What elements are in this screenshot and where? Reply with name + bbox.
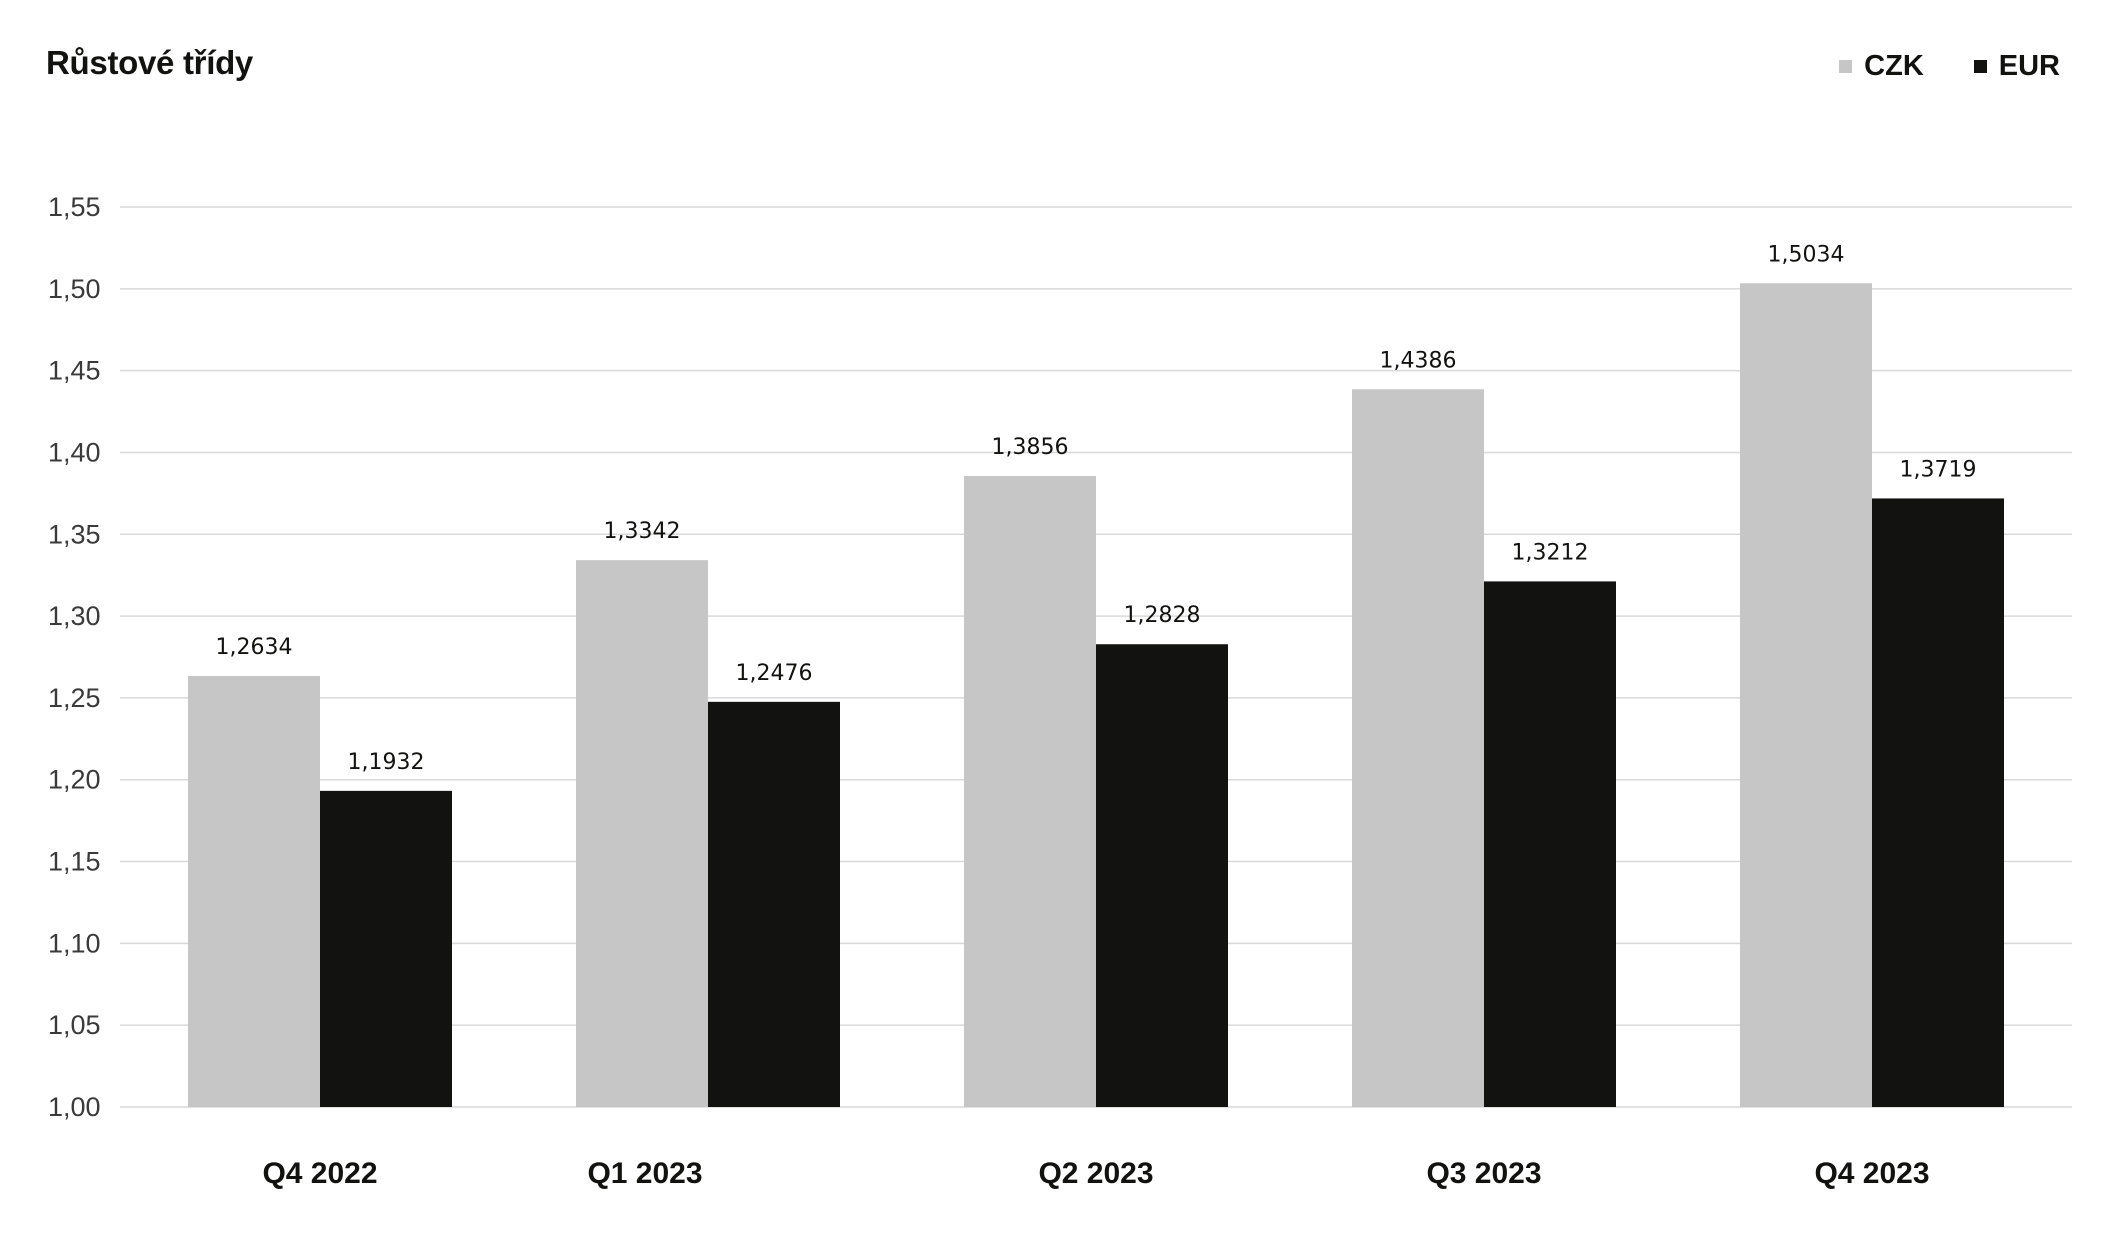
bar-czk	[576, 560, 708, 1107]
bar-eur	[1096, 644, 1228, 1107]
x-tick-label: Q3 2023	[1426, 1157, 1541, 1190]
data-labels: 1,2634 1,1932 1,3342 1,2476 1,3856 1,2828 1,43…	[216, 242, 1977, 775]
y-tick-label: 1,10	[48, 928, 101, 958]
y-axis-ticks: 1,00 1,05 1,10 1,15 1,20 1,25 1,30 1,35 1,40 1,45…	[48, 192, 101, 1122]
y-tick-label: 1,20	[48, 765, 101, 795]
data-label-eur: 1,2828	[1124, 603, 1201, 628]
data-label-czk: 1,5034	[1768, 242, 1845, 267]
data-label-czk: 1,2634	[216, 635, 293, 660]
chart-legend: CZK EUR	[1789, 50, 2060, 83]
legend-swatch-czk	[1839, 60, 1853, 73]
bar-eur	[1872, 498, 2004, 1107]
legend-label-czk: CZK	[1864, 50, 1924, 82]
x-tick-label: Q1 2023	[587, 1157, 702, 1190]
data-label-eur: 1,3212	[1512, 540, 1589, 565]
data-label-czk: 1,4386	[1380, 348, 1457, 373]
data-label-eur: 1,3719	[1900, 457, 1977, 482]
legend-item-czk: CZK	[1839, 50, 1924, 83]
bar-czk	[188, 675, 320, 1107]
y-tick-label: 1,00	[48, 1092, 101, 1122]
data-label-czk: 1,3342	[604, 519, 681, 544]
y-tick-label: 1,50	[48, 274, 101, 304]
y-tick-label: 1,35	[48, 519, 101, 549]
y-tick-label: 1,25	[48, 683, 101, 713]
x-axis-ticks: Q4 2022 Q1 2023 Q2 2023 Q3 2023 Q4 2023	[262, 1157, 1929, 1190]
data-label-eur: 1,1932	[348, 750, 425, 775]
legend-label-eur: EUR	[1998, 50, 2060, 82]
y-tick-label: 1,45	[48, 356, 101, 386]
x-tick-label: Q4 2023	[1814, 1157, 1929, 1190]
y-tick-label: 1,30	[48, 601, 101, 631]
x-tick-label: Q2 2023	[1038, 1157, 1153, 1190]
chart-title: Růstové třídy	[46, 44, 253, 81]
bars	[188, 283, 2004, 1108]
bar-czk	[964, 476, 1096, 1107]
bar-eur	[708, 701, 840, 1107]
y-tick-label: 1,15	[48, 847, 101, 877]
y-tick-label: 1,55	[48, 192, 101, 222]
legend-swatch-eur	[1973, 60, 1987, 73]
legend-item-eur: EUR	[1973, 50, 2060, 83]
bar-eur	[1484, 581, 1616, 1107]
bar-eur	[320, 790, 452, 1107]
y-tick-label: 1,05	[48, 1010, 101, 1040]
data-label-eur: 1,2476	[736, 661, 813, 686]
bar-czk	[1740, 283, 1872, 1108]
y-tick-label: 1,40	[48, 437, 101, 467]
bar-czk	[1352, 389, 1484, 1108]
data-label-czk: 1,3856	[992, 435, 1069, 460]
x-tick-label: Q4 2022	[262, 1157, 377, 1190]
